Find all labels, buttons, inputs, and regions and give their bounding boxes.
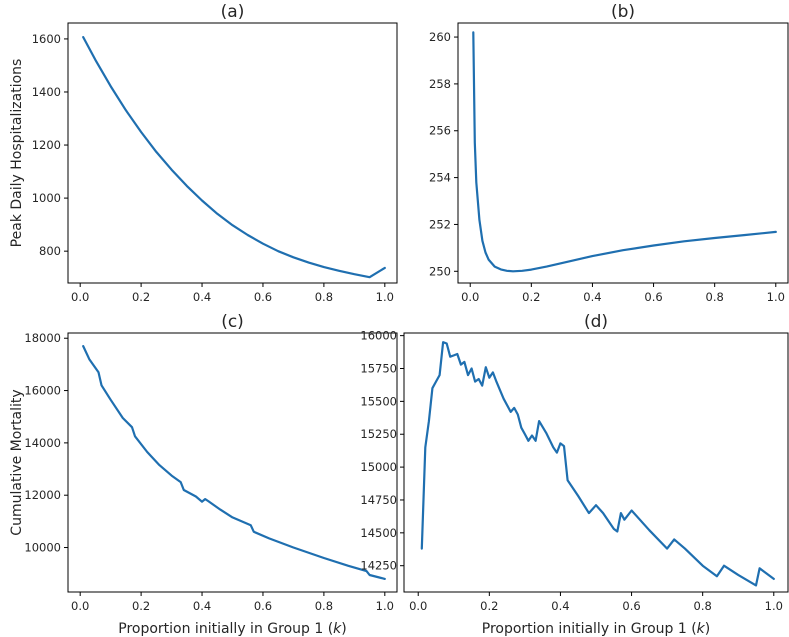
x-tick-label-c-2: 0.4	[193, 599, 211, 613]
x-tick-label-a-5: 1.0	[376, 290, 394, 304]
y-tick-label-a-4: 1600	[32, 32, 61, 46]
series-line-a-0	[82, 35, 386, 279]
y-tick-label-b-0: 250	[429, 264, 451, 278]
panel-title-a: (a)	[221, 2, 245, 22]
y-axis-label-c: Cumulative Mortality	[9, 389, 25, 535]
y-tick-label-c-4: 18000	[24, 331, 61, 345]
x-tick-label-d-1: 0.2	[480, 599, 498, 613]
x-tick-label-d-0: 0.0	[409, 599, 427, 613]
x-tick-label-b-2: 0.4	[583, 290, 601, 304]
y-tick-label-d-3: 15000	[360, 460, 397, 474]
x-tick-label-c-5: 1.0	[376, 599, 394, 613]
x-tick-label-c-3: 0.6	[254, 599, 272, 613]
x-tick-label-c-1: 0.2	[132, 599, 150, 613]
series-line-d-0	[420, 341, 775, 587]
plot-frame-c	[67, 332, 398, 593]
y-tick-label-a-3: 1400	[32, 85, 61, 99]
x-tick-label-b-4: 0.8	[706, 290, 724, 304]
x-tick-label-a-1: 0.2	[132, 290, 150, 304]
x-tick-label-a-0: 0.0	[71, 290, 89, 304]
y-tick-label-b-4: 258	[429, 77, 451, 91]
y-tick-label-d-5: 15500	[360, 394, 397, 408]
y-tick-label-d-6: 15750	[360, 361, 397, 375]
series-line-c-0	[82, 345, 386, 581]
y-tick-label-c-0: 10000	[24, 541, 61, 555]
x-tick-label-a-4: 0.8	[315, 290, 333, 304]
x-tick-label-b-1: 0.2	[522, 290, 540, 304]
x-tick-label-b-0: 0.0	[461, 290, 479, 304]
plot-frame-a	[67, 22, 398, 284]
y-tick-label-a-0: 800	[39, 244, 61, 258]
plot-frame-d	[403, 332, 789, 593]
y-tick-label-d-2: 14750	[360, 493, 397, 507]
x-tick-label-d-2: 0.4	[551, 599, 569, 613]
x-tick-label-a-3: 0.6	[254, 290, 272, 304]
panel-title-d: (d)	[584, 312, 608, 332]
x-axis-label-d: Proportion initially in Group 1 (k)	[482, 621, 711, 637]
x-tick-label-d-5: 1.0	[765, 599, 783, 613]
x-tick-label-b-3: 0.6	[644, 290, 662, 304]
x-tick-label-c-4: 0.8	[315, 599, 333, 613]
x-tick-label-d-4: 0.8	[694, 599, 712, 613]
panel-title-b: (b)	[611, 2, 635, 22]
y-tick-label-b-3: 256	[429, 124, 451, 138]
y-tick-label-a-2: 1200	[32, 138, 61, 152]
x-tick-label-d-3: 0.6	[622, 599, 640, 613]
y-tick-label-d-0: 14250	[360, 559, 397, 573]
y-tick-label-d-7: 16000	[360, 329, 397, 343]
y-tick-label-d-1: 14500	[360, 526, 397, 540]
panel-b: 0.0 0.2 0.4 0.6 0.8 1.0 250 252 254 256 258 260 (b)	[429, 2, 789, 304]
panel-c: 0.0 0.2 0.4 0.6 0.8 1.0 10000 12000 14000 16000 18…	[9, 312, 398, 637]
y-tick-label-c-3: 16000	[24, 384, 61, 398]
y-tick-label-b-2: 254	[429, 171, 451, 185]
y-tick-label-c-2: 14000	[24, 436, 61, 450]
y-tick-label-b-1: 252	[429, 217, 451, 231]
x-tick-label-c-0: 0.0	[71, 599, 89, 613]
y-tick-label-c-1: 12000	[24, 488, 61, 502]
x-tick-label-b-5: 1.0	[767, 290, 785, 304]
x-tick-label-a-2: 0.4	[193, 290, 211, 304]
y-axis-label-a: Peak Daily Hospitalizations	[9, 59, 25, 248]
panel-d: 0.0 0.2 0.4 0.6 0.8 1.0 14250 14500 14750 15000 15…	[360, 312, 789, 637]
x-axis-label-c: Proportion initially in Group 1 (k)	[118, 621, 347, 637]
panel-a: 0.0 0.2 0.4 0.6 0.8 1.0 800 1000 1200 1400 1600 (a)…	[9, 2, 398, 304]
series-line-b-0	[472, 31, 777, 273]
y-tick-label-d-4: 15250	[360, 427, 397, 441]
y-tick-label-a-1: 1000	[32, 191, 61, 205]
panel-title-c: (c)	[221, 312, 244, 332]
plot-frame-b	[457, 22, 789, 284]
y-tick-label-b-5: 260	[429, 30, 451, 44]
